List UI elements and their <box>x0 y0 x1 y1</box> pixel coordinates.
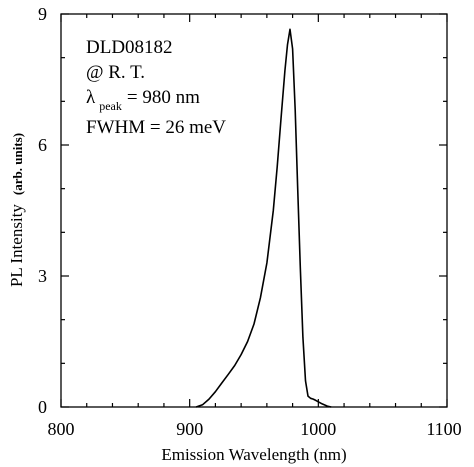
annotation-sample: DLD08182 <box>86 37 173 58</box>
y-tick-label-3: 3 <box>38 266 47 286</box>
annotation-peak-value: = 980 nm <box>127 87 200 108</box>
x-tick-label-1000: 1000 <box>300 419 336 439</box>
y-axis-label: PL Intensity (arb. units) <box>7 133 26 287</box>
y-tick-label-6: 6 <box>38 135 47 155</box>
annotation-peak-sub: peak <box>99 99 122 113</box>
svg-text:PL Intensity (arb. units: PL Intensity (arb. units) <box>7 133 26 287</box>
annotation-fwhm: FWHM = 26 meV <box>86 117 226 138</box>
axis-ticks <box>60 13 448 408</box>
annotation-condition: @ R. T. <box>86 62 145 83</box>
y-axis-label-main: PL Intensity <box>7 204 26 287</box>
y-tick-labels: 0 3 6 9 <box>38 4 47 417</box>
series-line <box>195 28 332 408</box>
annotation-peak: λ peak = 980 nm <box>86 87 200 114</box>
x-tick-label-800: 800 <box>48 419 75 439</box>
plot-frame <box>60 13 448 408</box>
y-axis-label-units: (arb. units) <box>10 133 25 195</box>
annotation-lambda: λ <box>86 87 96 108</box>
x-tick-labels: 800 900 1000 1100 <box>48 419 462 439</box>
y-tick-label-9: 9 <box>38 4 47 24</box>
x-tick-label-900: 900 <box>176 419 203 439</box>
x-axis-label: Emission Wavelength (nm) <box>161 445 346 464</box>
annotation-block: DLD08182 @ R. T. λ peak = 980 nm FWHM = … <box>86 37 226 138</box>
y-tick-label-0: 0 <box>38 397 47 417</box>
x-tick-label-1100: 1100 <box>426 419 461 439</box>
